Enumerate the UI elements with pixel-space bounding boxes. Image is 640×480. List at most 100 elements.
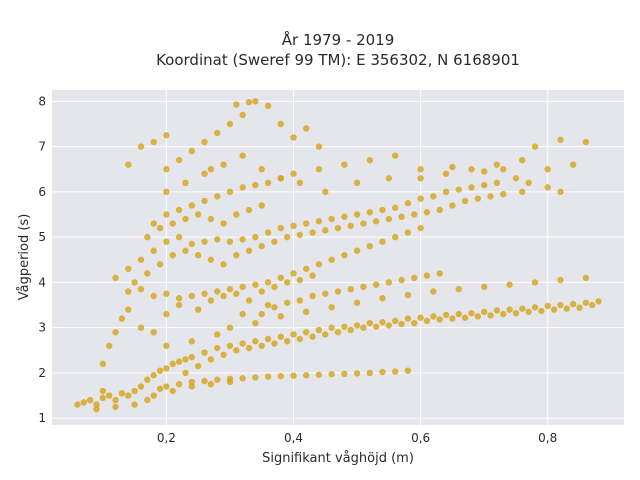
scatter-point <box>500 310 507 318</box>
scatter-point <box>341 161 348 168</box>
scatter-point <box>423 272 431 279</box>
scatter-point <box>442 170 450 177</box>
scatter-point <box>303 265 310 273</box>
scatter-point <box>264 229 272 236</box>
scatter-point <box>372 323 380 330</box>
scatter-point <box>118 315 126 322</box>
scatter-point <box>531 143 539 150</box>
scatter-point <box>404 291 412 299</box>
scatter-point <box>163 383 170 390</box>
scatter-point <box>353 370 361 377</box>
scatter-point <box>80 399 87 406</box>
scatter-point <box>595 298 602 305</box>
scatter-point <box>258 202 265 209</box>
scatter-point <box>404 229 412 236</box>
scatter-point <box>175 156 183 164</box>
scatter-point <box>500 166 507 173</box>
scatter-point <box>233 211 240 218</box>
scatter-point <box>512 175 520 182</box>
scatter-point <box>150 328 157 336</box>
scatter-point <box>194 362 202 370</box>
scatter-point <box>264 179 272 187</box>
scatter-point <box>480 283 488 291</box>
scatter-point <box>468 184 475 191</box>
scatter-point <box>150 372 157 379</box>
scatter-point <box>531 279 539 286</box>
scatter-point <box>169 252 176 259</box>
scatter-point <box>468 309 475 317</box>
scatter-point <box>214 129 221 137</box>
scatter-point <box>245 99 253 106</box>
y-axis-label: Vågperiod (s) <box>17 214 32 301</box>
scatter-point <box>557 276 564 284</box>
scatter-point <box>366 156 373 164</box>
scatter-point <box>125 265 132 273</box>
scatter-point <box>315 218 323 225</box>
scatter-point <box>353 299 361 306</box>
scatter-point <box>557 188 564 196</box>
scatter-point <box>207 256 215 263</box>
chart-subtitle: Koordinat (Sweref 99 TM): E 356302, N 61… <box>156 51 520 69</box>
scatter-point <box>430 193 437 200</box>
scatter-point <box>156 224 164 232</box>
scatter-point <box>303 220 310 227</box>
scatter-point <box>239 340 246 347</box>
scatter-point <box>150 392 157 399</box>
scatter-point <box>163 342 170 349</box>
scatter-point <box>156 367 164 374</box>
scatter-point <box>277 313 284 320</box>
scatter-point <box>106 392 113 399</box>
scatter-point <box>487 193 494 200</box>
scatter-point <box>226 238 234 245</box>
scatter-point <box>220 351 227 359</box>
scatter-point <box>366 242 373 250</box>
scatter-point <box>544 166 551 173</box>
scatter-point <box>290 170 297 177</box>
scatter-point <box>582 299 590 306</box>
scatter-point <box>239 111 246 119</box>
scatter-point <box>322 290 329 297</box>
scatter-point <box>194 252 202 259</box>
scatter-point <box>290 372 297 379</box>
scatter-point <box>226 285 234 293</box>
scatter-point <box>271 304 278 311</box>
scatter-point <box>468 166 475 173</box>
y-tick-label: 4 <box>38 275 46 289</box>
scatter-point <box>150 247 157 254</box>
scatter-point <box>182 215 189 223</box>
scatter-point <box>131 279 138 286</box>
scatter-point <box>252 233 259 241</box>
scatter-point <box>245 247 253 254</box>
scatter-point <box>519 188 526 196</box>
scatter-point <box>264 301 272 309</box>
scatter-point <box>188 240 196 248</box>
scatter-point <box>544 302 551 310</box>
scatter-point <box>411 319 418 327</box>
x-axis-label: Signifikant våghöjd (m) <box>262 451 414 466</box>
scatter-point <box>245 344 253 352</box>
scatter-point <box>398 213 405 220</box>
scatter-point <box>239 310 246 318</box>
scatter-point <box>550 306 558 313</box>
scatter-point <box>487 312 494 319</box>
scatter-point <box>252 319 259 327</box>
scatter-point <box>182 179 189 187</box>
scatter-point <box>455 186 462 193</box>
scatter-point <box>182 247 189 254</box>
scatter-point <box>277 372 284 380</box>
scatter-point <box>392 204 399 211</box>
scatter-point <box>131 401 138 408</box>
scatter-point <box>531 304 539 311</box>
scatter-point <box>245 297 253 304</box>
scatter-point <box>303 328 310 336</box>
scatter-point <box>99 394 107 402</box>
scatter-point <box>366 369 373 377</box>
scatter-point <box>220 261 227 268</box>
scatter-point <box>144 376 151 383</box>
scatter-point <box>290 270 297 277</box>
scatter-point <box>525 179 532 187</box>
scatter-point <box>379 319 386 326</box>
scatter-point <box>442 188 450 196</box>
scatter-point <box>252 98 259 105</box>
scatter-point <box>188 383 196 390</box>
